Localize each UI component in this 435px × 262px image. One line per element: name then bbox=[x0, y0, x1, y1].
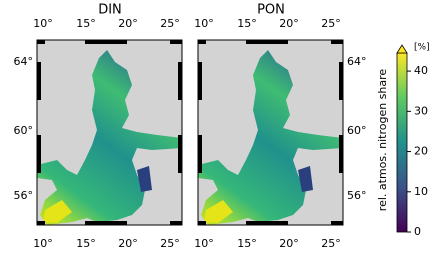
lon-label: 20° bbox=[118, 17, 138, 30]
lon-label: 15° bbox=[237, 237, 257, 250]
colorbar-tick-label: 0 bbox=[414, 225, 421, 238]
colorbar bbox=[396, 52, 408, 233]
lat-label: 64° bbox=[14, 55, 34, 68]
lon-label: 10° bbox=[33, 17, 53, 30]
colorbar-unit: [%] bbox=[414, 43, 430, 53]
colorbar-tick-label: 30 bbox=[414, 104, 428, 117]
map-panel bbox=[36, 39, 183, 226]
lat-label: 56° bbox=[14, 189, 34, 202]
lon-label: 25° bbox=[321, 17, 341, 30]
lat-label: 60° bbox=[347, 124, 367, 137]
lat-label: 64° bbox=[347, 55, 367, 68]
lon-label: 15° bbox=[76, 17, 96, 30]
colorbar-tick-label: 40 bbox=[414, 64, 428, 77]
lon-label: 25° bbox=[321, 237, 341, 250]
lon-label: 25° bbox=[160, 237, 180, 250]
lon-label: 25° bbox=[160, 17, 180, 30]
lon-label: 20° bbox=[279, 17, 299, 30]
lon-label: 20° bbox=[118, 237, 138, 250]
lat-label: 56° bbox=[347, 189, 367, 202]
panel-title: DIN bbox=[98, 3, 122, 18]
lon-label: 20° bbox=[279, 237, 299, 250]
lon-label: 10° bbox=[33, 237, 53, 250]
panel-title: PON bbox=[257, 3, 285, 18]
colorbar-extend bbox=[396, 44, 408, 54]
colorbar-label: rel. atmos. nitrogen share bbox=[376, 69, 389, 212]
map-panel bbox=[197, 39, 344, 226]
lon-label: 15° bbox=[76, 237, 96, 250]
lon-label: 10° bbox=[194, 237, 214, 250]
lat-label: 60° bbox=[14, 124, 34, 137]
colorbar-tick-label: 10 bbox=[414, 185, 428, 198]
lon-label: 15° bbox=[237, 17, 257, 30]
lon-label: 10° bbox=[194, 17, 214, 30]
colorbar-tick-label: 20 bbox=[414, 145, 428, 158]
